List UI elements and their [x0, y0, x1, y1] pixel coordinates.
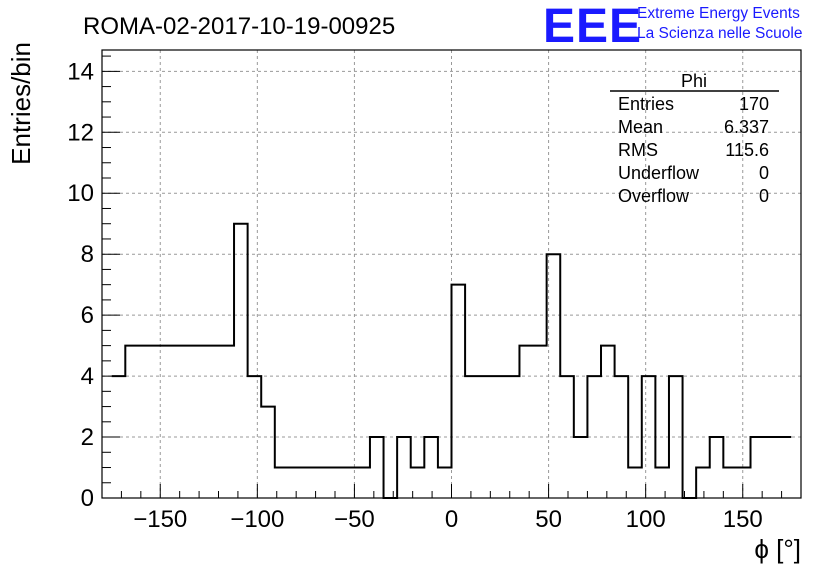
histogram-bin	[261, 407, 275, 498]
histogram-bin	[737, 468, 751, 498]
x-tick-label: 0	[445, 506, 458, 533]
histogram-bin	[751, 437, 765, 498]
stats-row-label: Underflow	[618, 163, 700, 183]
histogram-bin	[628, 468, 642, 498]
y-tick-label: 6	[81, 302, 94, 329]
y-tick-label: 10	[67, 180, 94, 207]
x-tick-label: −150	[133, 506, 187, 533]
y-tick-label: 4	[81, 363, 94, 390]
stats-row-label: Entries	[618, 94, 674, 114]
histogram-bin	[193, 346, 207, 498]
stats-row-label: RMS	[618, 140, 658, 160]
grid-lines	[102, 50, 801, 498]
x-tick-label: 100	[626, 506, 666, 533]
stats-row-label: Overflow	[618, 186, 690, 206]
y-tick-label: 14	[67, 58, 94, 85]
histogram-line	[111, 222, 792, 499]
logo-line-1: Extreme Energy Events	[637, 5, 800, 22]
histogram-bin	[452, 285, 466, 498]
histogram-bin	[302, 468, 316, 498]
histogram-bin	[778, 437, 792, 498]
histogram-bin	[655, 468, 669, 498]
histogram-bin	[438, 468, 452, 498]
histogram-bin	[710, 437, 724, 498]
y-tick-label: 8	[81, 241, 94, 268]
stats-row-value: 170	[739, 94, 769, 114]
histogram-bin	[696, 468, 710, 498]
logo-line-2: La Scienza nelle Scuole	[637, 25, 802, 42]
y-tick-label: 0	[81, 485, 94, 512]
axis-ticks	[102, 55, 783, 499]
y-tick-label: 2	[81, 424, 94, 451]
histogram-bin	[288, 468, 302, 498]
histogram-bin	[397, 437, 411, 498]
histogram-bin	[180, 346, 194, 498]
stats-row-value: 0	[759, 186, 769, 206]
y-tick-label: 12	[67, 119, 94, 146]
tick-labels: −150 −100 −50 0 50 100 150 0 2 4 6 8 10 12 14	[67, 58, 762, 533]
histogram-series	[111, 222, 792, 499]
histogram-bin	[329, 468, 343, 498]
stats-row-value: 115.6	[725, 140, 769, 160]
x-tick-label: −50	[334, 506, 375, 533]
eee-logo-mark: EEE	[543, 0, 642, 53]
histogram-bin	[723, 468, 737, 498]
histogram-bin	[533, 346, 547, 498]
histogram-bin	[220, 346, 234, 498]
histogram-bin	[166, 346, 180, 498]
histogram-bin	[519, 346, 533, 498]
stats-row-label: Mean	[618, 117, 663, 137]
histogram-bin	[316, 468, 330, 498]
y-axis-label: Entries/bin	[6, 42, 36, 165]
histogram-bin	[356, 468, 370, 498]
stats-title: Phi	[681, 71, 707, 91]
x-tick-label: −100	[230, 506, 284, 533]
run-title: ROMA-02-2017-10-19-00925	[83, 13, 395, 40]
histogram-bin	[424, 437, 438, 498]
histogram-bin	[139, 346, 153, 498]
stats-row-value: 6.337	[724, 117, 769, 137]
histogram-bin	[370, 437, 384, 498]
histogram-bin	[764, 437, 778, 498]
x-tick-label: 150	[723, 506, 763, 533]
histogram-bin	[234, 224, 248, 498]
histogram-bin	[574, 437, 588, 498]
stats-box: Phi Entries 170 Mean 6.337 RMS 115.6 Underflow…	[610, 71, 779, 206]
histogram-bin	[207, 346, 221, 498]
histogram-bin	[152, 346, 166, 498]
stats-row-value: 0	[759, 163, 769, 183]
eee-logo: EEE Extreme Energy Events La Scienza nel…	[543, 0, 802, 53]
x-tick-label: 50	[535, 506, 562, 533]
x-axis-label: ϕ [°]	[754, 534, 801, 564]
histogram-bin	[125, 346, 139, 498]
histogram-bin	[601, 346, 615, 498]
